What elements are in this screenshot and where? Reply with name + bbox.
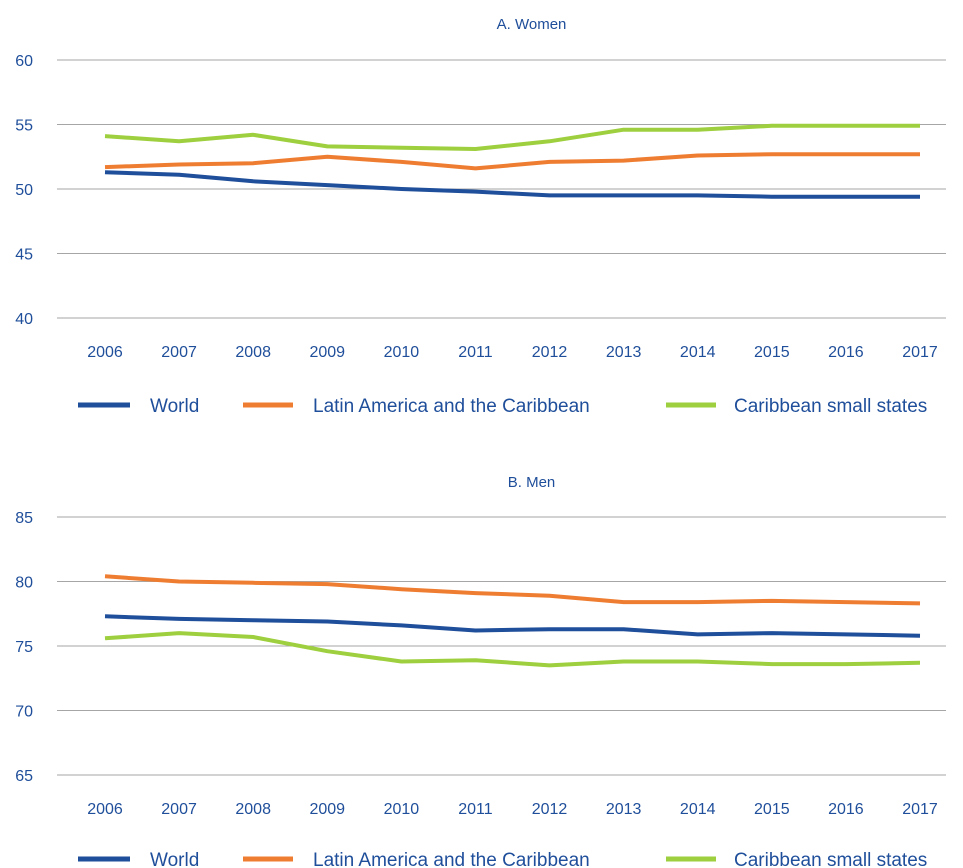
x-tick-label: 2006 <box>87 344 123 361</box>
y-tick-label: 85 <box>15 510 33 527</box>
x-tick-label: 2017 <box>902 344 938 361</box>
legend-label: Caribbean small states <box>734 396 927 417</box>
chart-title: B. Men <box>508 474 556 491</box>
y-tick-label: 60 <box>15 53 33 70</box>
x-tick-label: 2013 <box>606 801 642 818</box>
series-line <box>104 614 921 638</box>
series-line <box>104 123 920 151</box>
series-line <box>104 152 920 171</box>
y-tick-label: 55 <box>15 118 33 135</box>
x-tick-label: 2013 <box>606 344 642 361</box>
x-tick-label: 2014 <box>680 801 716 818</box>
x-tick-label: 2011 <box>458 801 493 818</box>
legend-label: Latin America and the Caribbean <box>313 850 590 868</box>
x-tick-label: 2012 <box>532 344 568 361</box>
x-tick-label: 2010 <box>384 801 420 818</box>
y-tick-label: 50 <box>15 182 33 199</box>
x-tick-label: 2008 <box>235 801 271 818</box>
x-tick-label: 2009 <box>309 801 345 818</box>
y-tick-label: 75 <box>15 639 33 656</box>
x-tick-label: 2009 <box>309 344 345 361</box>
y-tick-label: 70 <box>15 704 33 721</box>
x-tick-label: 2007 <box>161 801 197 818</box>
x-tick-label: 2015 <box>754 801 790 818</box>
legend-label: World <box>150 850 199 868</box>
x-tick-label: 2015 <box>754 344 790 361</box>
x-tick-label: 2011 <box>458 344 493 361</box>
y-tick-label: 80 <box>15 575 33 592</box>
x-tick-label: 2016 <box>828 801 864 818</box>
series-line <box>104 170 920 199</box>
x-tick-label: 2010 <box>384 344 420 361</box>
x-tick-label: 2008 <box>235 344 271 361</box>
x-tick-label: 2012 <box>532 801 568 818</box>
series-line <box>104 631 921 668</box>
legend-label: Caribbean small states <box>734 850 927 868</box>
legend-label: Latin America and the Caribbean <box>313 396 590 417</box>
y-tick-label: 65 <box>15 768 33 785</box>
x-tick-label: 2014 <box>680 344 716 361</box>
y-tick-label: 40 <box>15 311 33 328</box>
x-tick-label: 2006 <box>87 801 123 818</box>
y-tick-label: 45 <box>15 247 33 264</box>
x-tick-label: 2016 <box>828 344 864 361</box>
legend-label: World <box>150 396 199 417</box>
chart-title: A. Women <box>497 16 567 33</box>
x-tick-label: 2017 <box>902 801 938 818</box>
series-line <box>104 574 921 606</box>
x-tick-label: 2007 <box>161 344 197 361</box>
